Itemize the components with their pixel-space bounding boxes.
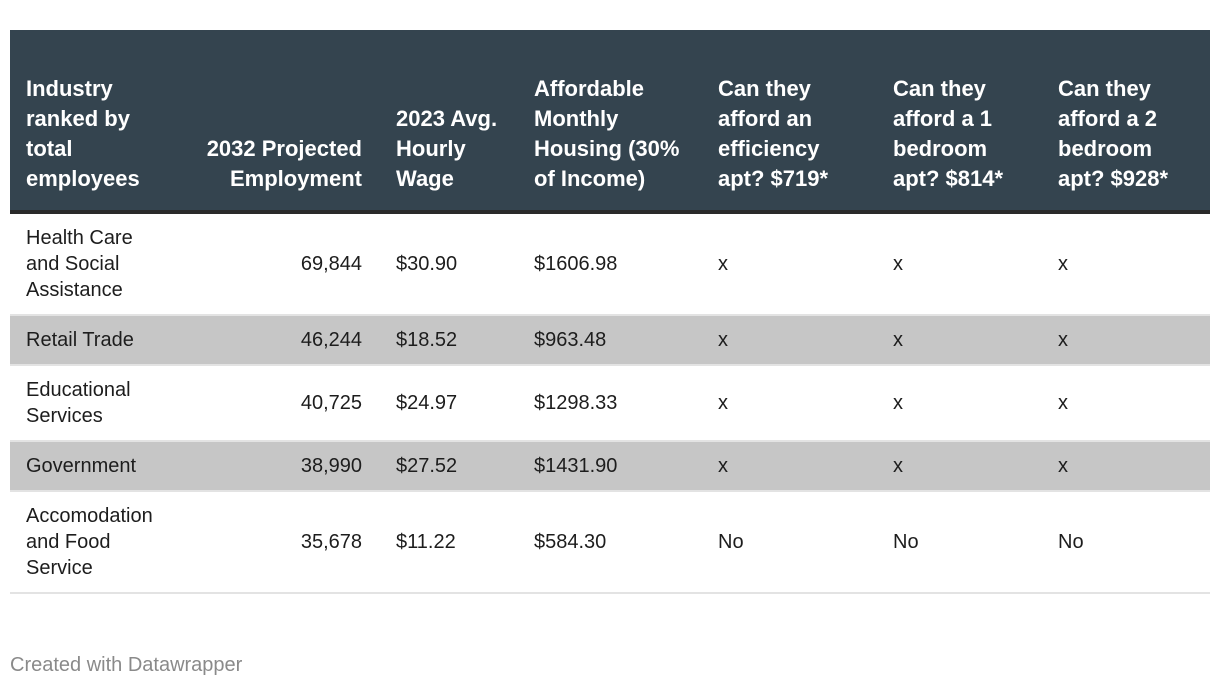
table-cell: Health Care and Social Assistance [10, 212, 180, 316]
table-cell: x [1042, 365, 1210, 442]
table-cell: x [702, 212, 877, 316]
table-cell: x [1042, 212, 1210, 316]
table-row: Health Care and Social Assistance 69,844 $… [10, 212, 1210, 316]
table-cell: No [877, 491, 1042, 594]
table-cell: 46,244 [180, 315, 380, 366]
table-cell: 38,990 [180, 441, 380, 492]
table-cell: Retail Trade [10, 315, 180, 366]
column-header-industry[interactable]: Industry ranked by total employees [10, 30, 180, 214]
table-cell: 69,844 [180, 212, 380, 316]
table-cell: No [702, 491, 877, 594]
table-cell: $18.52 [380, 315, 518, 366]
column-header-efficiency-apt[interactable]: Can they afford an efficiency apt? $719* [702, 30, 877, 214]
column-header-2-bedroom-apt[interactable]: Can they afford a 2 bedroom apt? $928* [1042, 30, 1210, 214]
table-cell: x [1042, 315, 1210, 366]
table-cell: $27.52 [380, 441, 518, 492]
table-cell: $963.48 [518, 315, 702, 366]
table-cell: $1431.90 [518, 441, 702, 492]
table-row: Government 38,990 $27.52 $1431.90 x x x [10, 441, 1210, 492]
table-cell: $1298.33 [518, 365, 702, 442]
table-cell: x [877, 441, 1042, 492]
column-header-hourly-wage[interactable]: 2023 Avg. Hourly Wage [380, 30, 518, 214]
table-cell: x [702, 315, 877, 366]
table-cell: x [877, 315, 1042, 366]
datawrapper-credit[interactable]: Created with Datawrapper [10, 654, 243, 676]
column-header-projected-employment[interactable]: 2032 Projected Employment [180, 30, 380, 214]
table-row: Accomodation and Food Service 35,678 $11.2… [10, 491, 1210, 594]
table-row: Educational Services 40,725 $24.97 $1298.33… [10, 365, 1210, 442]
table-cell: Accomodation and Food Service [10, 491, 180, 594]
table-cell: x [702, 365, 877, 442]
table-row: Retail Trade 46,244 $18.52 $963.48 x x x [10, 315, 1210, 366]
table-cell: x [877, 212, 1042, 316]
table-cell: $584.30 [518, 491, 702, 594]
table-cell: 35,678 [180, 491, 380, 594]
data-table-container: Industry ranked by total employees 2032 … [10, 30, 1210, 594]
header-row: Industry ranked by total employees 2032 … [10, 30, 1210, 214]
column-header-1-bedroom-apt[interactable]: Can they afford a 1 bedroom apt? $814* [877, 30, 1042, 214]
table-cell: $11.22 [380, 491, 518, 594]
table-cell: $24.97 [380, 365, 518, 442]
table-body: Health Care and Social Assistance 69,844 $… [10, 212, 1210, 594]
column-header-affordable-housing[interactable]: Affordable Monthly Housing (30% of Incom… [518, 30, 702, 214]
table-cell: No [1042, 491, 1210, 594]
table-cell: x [1042, 441, 1210, 492]
table-cell: x [877, 365, 1042, 442]
table-cell: Government [10, 441, 180, 492]
table-cell: x [702, 441, 877, 492]
table-cell: 40,725 [180, 365, 380, 442]
data-table: Industry ranked by total employees 2032 … [10, 30, 1210, 594]
table-cell: $1606.98 [518, 212, 702, 316]
table-cell: Educational Services [10, 365, 180, 442]
table-cell: $30.90 [380, 212, 518, 316]
